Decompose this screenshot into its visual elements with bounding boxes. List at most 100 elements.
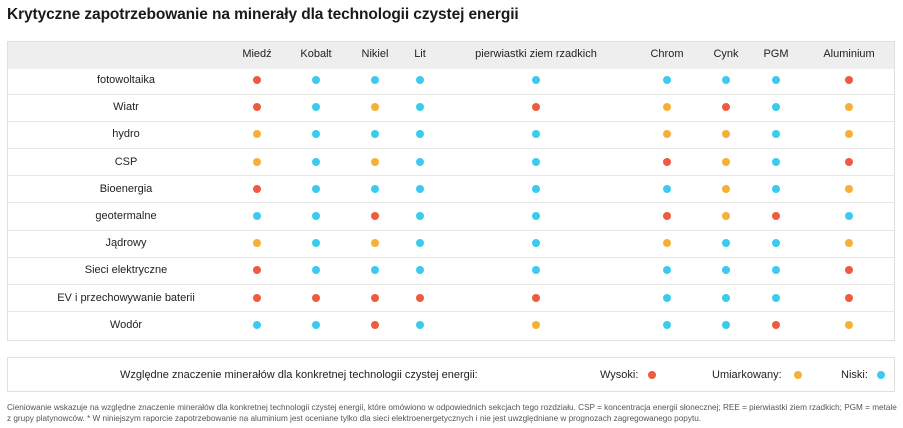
importance-dot [532,320,540,329]
row-label: Bioenergia [99,182,153,195]
row-label: geotermalne [95,210,157,222]
legend-low-dot [877,371,885,379]
row-label: fotowoltaika [96,74,156,86]
row-label: Wiatr [113,101,139,114]
importance-dot [532,76,540,84]
importance-dot [253,266,261,275]
importance-dot [722,184,730,193]
row-label: Sieci elektryczne [84,264,168,277]
importance-dot [532,239,540,248]
row-label: hydro [112,128,140,141]
importance-dot [416,320,424,329]
importance-dot [371,293,379,302]
chart-title: Krytyczne zapotrzebowanie na minerały dl… [7,6,519,23]
importance-dot [772,293,780,302]
row-divider [8,230,894,231]
importance-dot [772,212,780,220]
importance-dot [845,103,853,112]
importance-dot [253,103,261,112]
importance-dot [722,103,730,112]
importance-dot [663,157,671,166]
row-label: Jądrowy [105,237,147,250]
importance-dot [845,293,853,302]
importance-dot [772,320,780,329]
importance-dot [663,212,671,220]
importance-dot [312,184,320,193]
importance-dot [772,76,780,84]
row-label: Wodór [109,318,143,331]
importance-dot [416,212,424,220]
importance-dot [371,212,379,220]
column-header: Cynk [713,48,739,60]
importance-dot [416,184,424,193]
importance-dot [772,239,780,248]
importance-dot [722,293,730,302]
table-header-band [8,42,894,69]
importance-dot [772,130,780,139]
row-label: EV i przechowywanie baterii [57,291,195,304]
importance-dot [663,293,671,302]
importance-dot [253,130,261,139]
importance-dot [845,266,853,275]
column-header: PGM [763,48,789,60]
importance-dot [663,239,671,248]
importance-dot [845,320,853,329]
legend-high-dot [648,371,656,379]
row-divider [8,284,894,285]
importance-dot [371,320,379,329]
importance-dot [371,157,379,166]
importance-dot [722,239,730,248]
importance-dot [532,130,540,139]
importance-dot [722,130,730,139]
row-divider [8,202,894,203]
importance-dot [532,266,540,275]
importance-dot [845,130,853,139]
importance-dot [532,212,540,220]
footnote: Cieniowanie wskazuje na względne znaczen… [7,403,897,423]
row-divider [8,257,894,258]
importance-dot [253,239,261,248]
legend-moderate-dot [794,371,802,379]
importance-dot [416,130,424,139]
legend-low-label: Niski: [841,369,868,381]
row-divider [8,311,894,312]
importance-dot [312,103,320,112]
importance-dot [312,212,320,220]
importance-dot [532,184,540,193]
importance-dot [845,239,853,248]
importance-dot [371,239,379,248]
importance-dot [312,130,320,139]
importance-dot [416,76,424,84]
column-header: Nikiel [361,48,389,60]
row-divider [8,121,894,122]
row-label: CSP [114,155,138,168]
importance-dot [371,266,379,275]
importance-dot [722,266,730,275]
importance-dot [722,157,730,166]
importance-dot [722,76,730,84]
importance-dot [845,212,853,220]
importance-dot [371,130,379,139]
importance-dot [532,157,540,166]
column-header: Miedź [242,48,272,60]
legend-moderate-label: Umiarkowany: [712,369,782,381]
mineral-table: Miedź Kobalt Nikiel Lit pierwiastki ziem rza… [7,41,895,341]
importance-dot [416,266,424,275]
importance-dot [253,212,261,220]
importance-dot [722,320,730,329]
row-divider [8,148,894,149]
importance-dot [663,184,671,193]
row-divider [8,94,894,95]
importance-dot [772,266,780,275]
importance-dot [253,184,261,193]
importance-dot [772,157,780,166]
importance-dot [416,293,424,302]
legend: Względne znaczenie minerałów dla konkret… [7,357,895,392]
importance-dot [663,130,671,139]
importance-dot [416,157,424,166]
importance-dot [312,293,320,302]
importance-dot [663,103,671,112]
importance-dot [416,239,424,248]
importance-dot [772,184,780,193]
importance-dot [312,76,320,84]
